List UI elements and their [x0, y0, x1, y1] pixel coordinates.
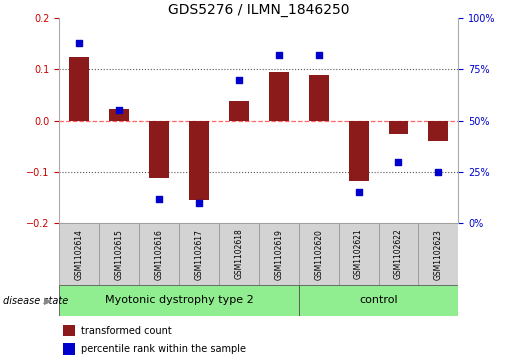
- Bar: [189, 121, 209, 200]
- FancyBboxPatch shape: [299, 285, 458, 316]
- Text: GSM1102620: GSM1102620: [314, 229, 323, 280]
- Bar: [349, 121, 369, 181]
- Point: [235, 77, 243, 83]
- Text: transformed count: transformed count: [81, 326, 172, 336]
- Point: [354, 189, 363, 195]
- Text: ▶: ▶: [44, 295, 52, 306]
- Bar: [308, 74, 329, 121]
- Bar: [69, 57, 89, 121]
- Text: GSM1102617: GSM1102617: [195, 229, 203, 280]
- Text: Myotonic dystrophy type 2: Myotonic dystrophy type 2: [105, 295, 253, 305]
- Bar: [63, 325, 75, 336]
- Point: [155, 196, 163, 201]
- Text: GSM1102622: GSM1102622: [394, 229, 403, 280]
- Bar: [229, 101, 249, 121]
- Bar: [109, 109, 129, 121]
- FancyBboxPatch shape: [59, 223, 99, 285]
- FancyBboxPatch shape: [99, 223, 139, 285]
- FancyBboxPatch shape: [219, 223, 259, 285]
- Point: [394, 159, 403, 165]
- Text: GSM1102616: GSM1102616: [154, 229, 163, 280]
- Point: [195, 200, 203, 205]
- FancyBboxPatch shape: [379, 223, 418, 285]
- Text: GSM1102614: GSM1102614: [75, 229, 83, 280]
- Text: disease state: disease state: [3, 295, 68, 306]
- Text: GSM1102615: GSM1102615: [115, 229, 124, 280]
- FancyBboxPatch shape: [179, 223, 219, 285]
- Text: GSM1102619: GSM1102619: [274, 229, 283, 280]
- Title: GDS5276 / ILMN_1846250: GDS5276 / ILMN_1846250: [168, 3, 350, 17]
- Point: [434, 169, 442, 175]
- FancyBboxPatch shape: [418, 223, 458, 285]
- FancyBboxPatch shape: [139, 223, 179, 285]
- Bar: [63, 343, 75, 355]
- FancyBboxPatch shape: [259, 223, 299, 285]
- Point: [115, 107, 123, 113]
- Text: GSM1102621: GSM1102621: [354, 229, 363, 280]
- Point: [315, 52, 323, 58]
- Text: GSM1102623: GSM1102623: [434, 229, 443, 280]
- Text: percentile rank within the sample: percentile rank within the sample: [81, 344, 246, 354]
- Text: GSM1102618: GSM1102618: [234, 229, 243, 280]
- Bar: [428, 121, 449, 141]
- FancyBboxPatch shape: [299, 223, 339, 285]
- Bar: [388, 121, 408, 134]
- Point: [274, 52, 283, 58]
- Text: control: control: [359, 295, 398, 305]
- FancyBboxPatch shape: [59, 285, 299, 316]
- Bar: [149, 121, 169, 178]
- Bar: [269, 72, 289, 121]
- FancyBboxPatch shape: [339, 223, 379, 285]
- Point: [75, 40, 83, 46]
